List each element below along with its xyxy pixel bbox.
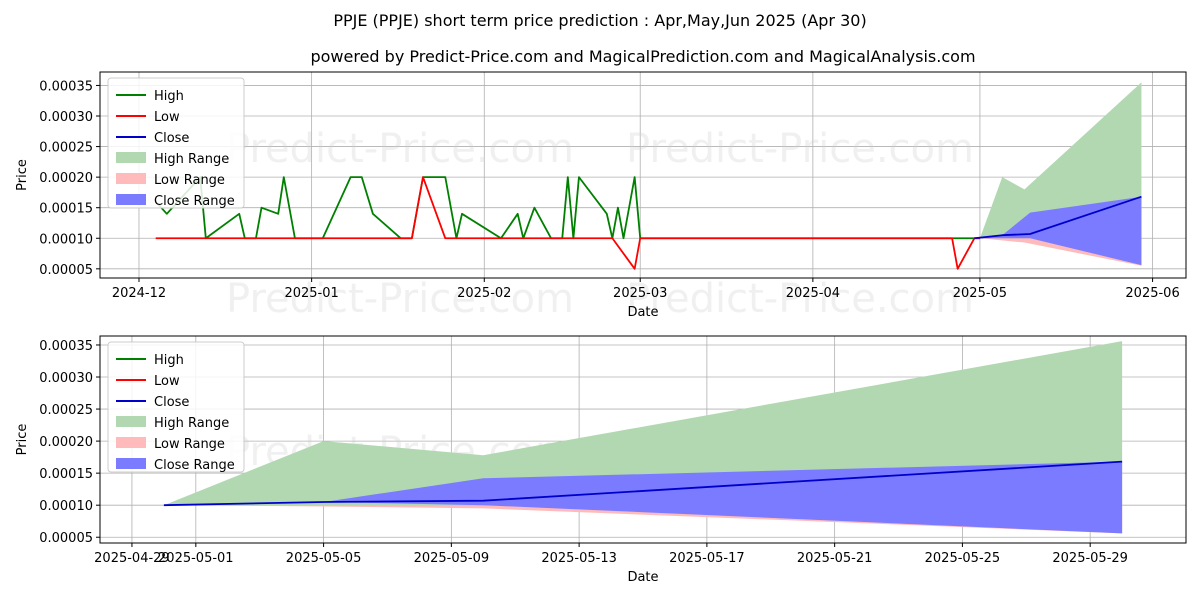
x-tick-label: 2025-04-29 xyxy=(94,551,170,566)
x-tick-label: 2025-05-21 xyxy=(797,551,873,566)
x-tick-label: 2025-04 xyxy=(786,286,840,301)
plot-area xyxy=(155,82,1142,270)
x-axis-label: Date xyxy=(627,570,658,585)
y-axis-label: Price xyxy=(15,159,30,191)
y-tick-label: 0.00010 xyxy=(39,499,93,514)
y-tick-label: 0.00030 xyxy=(39,110,93,125)
x-tick-label: 2025-02 xyxy=(457,286,511,301)
high-range-area xyxy=(163,341,1123,506)
x-tick-label: 2025-03 xyxy=(613,286,667,301)
x-tick-label: 2025-06 xyxy=(1125,286,1179,301)
legend-label-high: High xyxy=(154,353,184,368)
lower-chart-panel: Predict-Price.comPredict-Price.com2025-0… xyxy=(15,335,1187,585)
legend-swatch-close-range xyxy=(116,458,146,469)
legend-label-close: Close xyxy=(154,131,189,146)
y-tick-label: 0.00025 xyxy=(39,403,93,418)
legend-swatch-close-range xyxy=(116,194,146,205)
legend-label-low-range: Low Range xyxy=(154,437,225,452)
x-tick-label: 2025-01 xyxy=(284,286,338,301)
legend-label-close-range: Close Range xyxy=(154,194,235,209)
x-tick-label: 2024-12 xyxy=(112,286,166,301)
y-tick-label: 0.00015 xyxy=(39,467,93,482)
legend-label-low: Low xyxy=(154,374,180,389)
y-tick-label: 0.00005 xyxy=(39,263,93,278)
legend-label-high-range: High Range xyxy=(154,152,229,167)
y-tick-label: 0.00010 xyxy=(39,232,93,247)
legend-label-close-range: Close Range xyxy=(154,458,235,473)
x-tick-label: 2025-05-13 xyxy=(541,551,617,566)
x-tick-label: 2025-05 xyxy=(953,286,1007,301)
close-range-area xyxy=(979,196,1142,266)
high-series-line xyxy=(155,176,980,240)
legend-label-close: Close xyxy=(154,395,189,410)
x-tick-label: 2025-05-09 xyxy=(414,551,490,566)
y-tick-label: 0.00025 xyxy=(39,141,93,156)
y-tick-label: 0.00015 xyxy=(39,202,93,217)
watermark-text: Predict-Price.com xyxy=(226,276,574,322)
legend-label-high-range: High Range xyxy=(154,416,229,431)
x-tick-label: 2025-05-05 xyxy=(286,551,362,566)
plot-area xyxy=(163,341,1123,534)
legend-swatch-high-range xyxy=(116,416,146,427)
x-tick-label: 2025-05-29 xyxy=(1052,551,1128,566)
y-tick-label: 0.00005 xyxy=(39,531,93,546)
axes-frame xyxy=(99,335,1187,544)
close-range-area xyxy=(163,461,1123,534)
high-range-area xyxy=(979,82,1142,239)
legend-swatch-high-range xyxy=(116,152,146,163)
x-tick-label: 2025-05-01 xyxy=(158,551,234,566)
y-tick-label: 0.00020 xyxy=(39,171,93,186)
x-tick-label: 2025-05-17 xyxy=(669,551,745,566)
chart-subtitle: powered by Predict-Price.com and Magical… xyxy=(310,47,975,66)
close-series-line xyxy=(974,195,1142,240)
y-tick-label: 0.00030 xyxy=(39,371,93,386)
watermark-text: Predict-Price.com xyxy=(626,276,974,322)
legend-label-low: Low xyxy=(154,110,180,125)
y-tick-label: 0.00035 xyxy=(39,79,93,94)
y-tick-label: 0.00020 xyxy=(39,435,93,450)
y-tick-label: 0.00035 xyxy=(39,339,93,354)
legend-label-high: High xyxy=(154,89,184,104)
close-series-line xyxy=(163,460,1123,507)
axes-frame xyxy=(99,71,1187,279)
legend-swatch-low-range xyxy=(116,173,146,184)
y-axis-label: Price xyxy=(15,424,30,456)
watermark-text: Predict-Price.com xyxy=(226,126,574,172)
low-series-line xyxy=(155,176,980,270)
legend-label-low-range: Low Range xyxy=(154,173,225,188)
chart-title: PPJE (PPJE) short term price prediction … xyxy=(333,11,866,30)
x-tick-label: 2025-05-25 xyxy=(925,551,1001,566)
legend-swatch-low-range xyxy=(116,437,146,448)
watermark-text: Predict-Price.com xyxy=(626,126,974,172)
x-axis-label: Date xyxy=(627,305,658,320)
upper-chart-panel: Predict-Price.com Predict-Price.com Predic… xyxy=(15,71,1187,322)
